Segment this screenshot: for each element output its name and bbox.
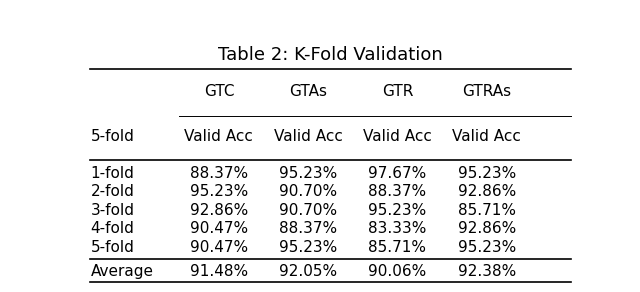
- Text: 95.23%: 95.23%: [279, 240, 337, 255]
- Text: 88.37%: 88.37%: [369, 185, 426, 199]
- Text: 95.23%: 95.23%: [458, 240, 516, 255]
- Text: 95.23%: 95.23%: [368, 203, 427, 218]
- Text: 85.71%: 85.71%: [369, 240, 426, 255]
- Text: 5-fold: 5-fold: [90, 129, 134, 144]
- Text: 88.37%: 88.37%: [190, 166, 248, 181]
- Text: Valid Acc: Valid Acc: [452, 129, 521, 144]
- Text: 83.33%: 83.33%: [368, 221, 427, 236]
- Text: 92.86%: 92.86%: [458, 185, 516, 199]
- Text: 92.05%: 92.05%: [279, 264, 337, 279]
- Text: 92.86%: 92.86%: [189, 203, 248, 218]
- Text: Valid Acc: Valid Acc: [184, 129, 253, 144]
- Text: 5-fold: 5-fold: [90, 240, 134, 255]
- Text: GTC: GTC: [204, 84, 234, 99]
- Text: Table 2: K-Fold Validation: Table 2: K-Fold Validation: [218, 46, 443, 64]
- Text: 88.37%: 88.37%: [279, 221, 337, 236]
- Text: 92.86%: 92.86%: [458, 221, 516, 236]
- Text: 90.47%: 90.47%: [190, 221, 248, 236]
- Text: 2-fold: 2-fold: [90, 185, 134, 199]
- Text: 90.47%: 90.47%: [190, 240, 248, 255]
- Text: 1-fold: 1-fold: [90, 166, 134, 181]
- Text: 90.06%: 90.06%: [368, 264, 427, 279]
- Text: 92.38%: 92.38%: [458, 264, 516, 279]
- Text: 97.67%: 97.67%: [368, 166, 427, 181]
- Text: 85.71%: 85.71%: [458, 203, 516, 218]
- Text: Average: Average: [90, 264, 154, 279]
- Text: 95.23%: 95.23%: [189, 185, 248, 199]
- Text: 90.70%: 90.70%: [279, 203, 337, 218]
- Text: 95.23%: 95.23%: [458, 166, 516, 181]
- Text: GTAs: GTAs: [289, 84, 327, 99]
- Text: 90.70%: 90.70%: [279, 185, 337, 199]
- Text: 91.48%: 91.48%: [190, 264, 248, 279]
- Text: Valid Acc: Valid Acc: [274, 129, 342, 144]
- Text: 3-fold: 3-fold: [90, 203, 134, 218]
- Text: 95.23%: 95.23%: [279, 166, 337, 181]
- Text: GTR: GTR: [381, 84, 413, 99]
- Text: 4-fold: 4-fold: [90, 221, 134, 236]
- Text: GTRAs: GTRAs: [462, 84, 511, 99]
- Text: Valid Acc: Valid Acc: [363, 129, 432, 144]
